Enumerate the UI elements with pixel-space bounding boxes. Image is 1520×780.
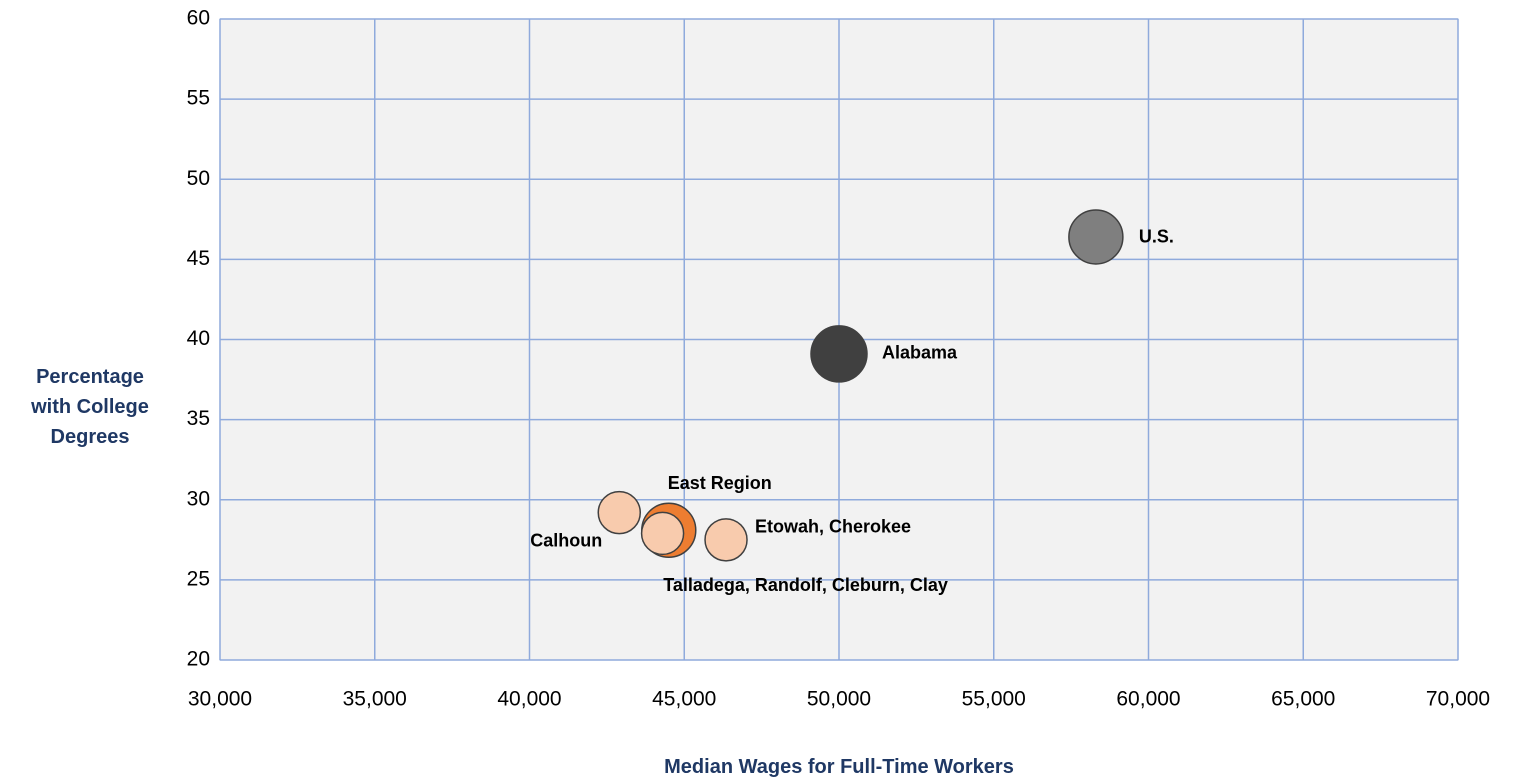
x-axis-label: Median Wages for Full-Time Workers (664, 756, 1014, 778)
x-tick-label: 55,000 (962, 688, 1026, 711)
x-tick-label: 60,000 (1116, 688, 1180, 711)
x-tick-label: 30,000 (188, 688, 252, 711)
y-tick-label: 40 (187, 327, 210, 350)
point-label: U.S. (1139, 227, 1174, 247)
y-tick-label: 30 (187, 487, 210, 510)
x-tick-label: 45,000 (652, 688, 716, 711)
point-label: Calhoun (530, 530, 602, 550)
y-tick-label: 35 (187, 407, 210, 430)
x-tick-label: 40,000 (497, 688, 561, 711)
y-tick-label: 45 (187, 247, 210, 270)
y-tick-label: 55 (187, 87, 210, 110)
bubble (1068, 209, 1124, 265)
y-axis-label: Percentage with College Degrees (31, 366, 149, 448)
point-label: Alabama (882, 343, 958, 363)
y-tick-label: 50 (187, 167, 210, 190)
y-tick-label: 25 (187, 567, 210, 590)
x-tick-label: 35,000 (343, 688, 407, 711)
bubble (597, 490, 642, 535)
point-label: Talladega, Randolf, Cleburn, Clay (663, 575, 948, 595)
point-label: Etowah, Cherokee (755, 517, 911, 537)
bubble (704, 518, 748, 562)
bubble (640, 511, 685, 556)
x-tick-label: 50,000 (807, 688, 871, 711)
y-tick-label: 20 (187, 648, 210, 671)
x-tick-label: 70,000 (1426, 688, 1490, 711)
point-label: East Region (668, 473, 772, 493)
bubble (810, 325, 868, 383)
x-tick-label: 65,000 (1271, 688, 1335, 711)
y-tick-label: 60 (187, 7, 210, 30)
